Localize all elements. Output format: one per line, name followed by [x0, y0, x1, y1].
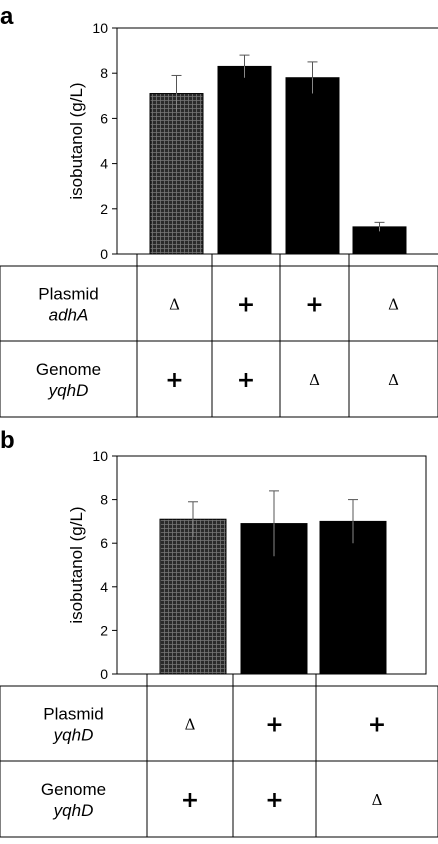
y-tick-label: 2: [100, 622, 108, 638]
table-cell: Δ: [388, 296, 399, 314]
table-cell: Δ: [388, 371, 399, 389]
table-cell: +: [265, 713, 283, 738]
table-cell: Δ: [309, 371, 320, 389]
y-tick-label: 6: [100, 535, 108, 551]
y-tick-label: 2: [100, 201, 108, 217]
table-cell: +: [165, 368, 183, 393]
table-row-label: Plasmid: [43, 705, 103, 724]
plot-frame: [116, 27, 438, 255]
table-cell: +: [305, 293, 323, 318]
table-cell: +: [368, 713, 386, 738]
y-tick-label: 0: [100, 666, 108, 682]
table-cell: +: [237, 293, 255, 318]
table-cell: Δ: [169, 296, 180, 314]
table-cell: +: [237, 368, 255, 393]
panel-label: a: [0, 3, 14, 30]
y-axis-title: isobutanol (g/L): [67, 506, 86, 623]
table-row-gene: adhA: [49, 306, 89, 325]
chart-panel-b: b 0 2 4 6 8 10 isobutanol (g/L) Plasmid yqhD Δ + + Ge…: [0, 427, 438, 838]
y-tick-label: 10: [92, 448, 108, 464]
table-cell: Δ: [185, 716, 196, 734]
y-tick-label: 8: [100, 492, 108, 508]
table-row-label: Genome: [36, 360, 101, 379]
table-row-gene: yqhD: [53, 726, 94, 745]
y-tick-label: 4: [100, 156, 108, 172]
table-row-label: Plasmid: [38, 285, 98, 304]
table-row-gene: yqhD: [53, 801, 94, 820]
table-row-label: Genome: [41, 780, 106, 799]
bar: [159, 518, 227, 675]
bar: [149, 93, 204, 255]
y-tick-label: 10: [92, 20, 108, 36]
bar: [319, 520, 387, 675]
y-tick-label: 8: [100, 65, 108, 81]
table-cell: Δ: [372, 791, 383, 809]
table-cell: +: [181, 788, 199, 813]
table-cell: +: [265, 788, 283, 813]
bar: [217, 65, 272, 255]
panel-label: b: [0, 427, 15, 454]
y-axis-title: isobutanol (g/L): [67, 82, 86, 199]
y-tick-label: 0: [100, 246, 108, 262]
chart-panel-a: a 0 2 4 6 8 10 isobutanol (g/L) Plasmid adhA Δ + + Δ G…: [0, 3, 438, 418]
bar: [285, 77, 340, 255]
table-row-gene: yqhD: [48, 381, 89, 400]
y-tick-label: 4: [100, 579, 108, 595]
bar: [352, 226, 407, 255]
y-tick-label: 6: [100, 110, 108, 126]
